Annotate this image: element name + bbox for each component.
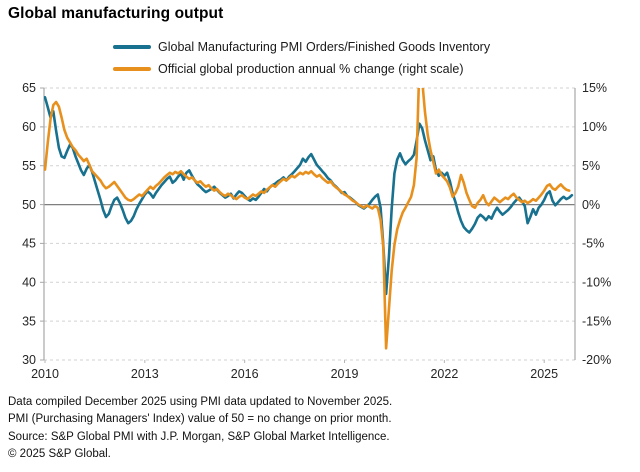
pmi-line-swatch-icon [113,44,151,50]
footnotes: Data compiled December 2025 using PMI da… [8,394,392,463]
y-right-tick-label: -5% [582,237,604,251]
y-right-tick-label: 5% [582,159,600,173]
y-right-tick-label: -20% [582,353,611,367]
production-line [44,88,571,350]
y-left-tick-label: 55 [22,159,36,173]
y-right-tick-label: -15% [582,314,611,328]
series-group [44,88,574,350]
y-left-tick-label: 65 [22,81,36,95]
chart-title: Global manufacturing output [8,5,224,22]
footnote-line: Source: S&P Global PMI with J.P. Morgan,… [8,430,390,443]
pmi-line [44,96,574,296]
legend: Global Manufacturing PMI Orders/Finished… [113,36,490,80]
x-tick-label: 2010 [31,367,59,381]
footnote-line: PMI (Purchasing Managers' Index) value o… [8,413,392,426]
legend-item-pmi: Global Manufacturing PMI Orders/Finished… [113,36,490,58]
y-left-tick-label: 35 [22,314,36,328]
legend-label-production: Official global production annual % chan… [158,62,464,76]
x-tick-label: 2019 [331,367,359,381]
chart-canvas: 65 60 55 50 45 40 35 30 15% 10% 5% 0% -5% -10% -15% -20… [22,81,611,381]
legend-item-production: Official global production annual % chan… [113,58,490,80]
y-left-tick-label: 40 [22,276,36,290]
x-tick-label: 2022 [430,367,458,381]
footnote-line: Data compiled December 2025 using PMI da… [8,396,393,408]
footnote-line: © 2025 S&P Global. [8,447,111,460]
y-left-tick-label: 50 [22,198,36,212]
y-left-tick-label: 45 [22,237,36,251]
x-tick-label: 2016 [231,367,259,381]
y-left-tick-label: 30 [22,353,36,367]
y-left-tick-label: 60 [22,120,36,134]
x-tick-label: 2025 [530,367,558,381]
y-right-tick-label: 15% [582,81,607,95]
y-right-tick-label: 0% [582,198,600,212]
y-right-tick-label: 10% [582,120,607,134]
legend-label-pmi: Global Manufacturing PMI Orders/Finished… [158,40,491,54]
x-tick-label: 2013 [131,367,159,381]
y-right-tick-label: -10% [582,276,611,290]
production-line-swatch-icon [113,66,151,72]
